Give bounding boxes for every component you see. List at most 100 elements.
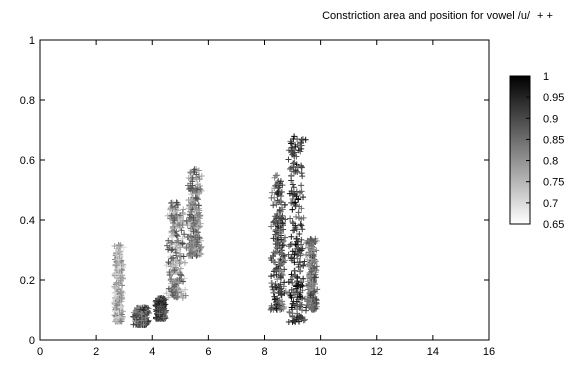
data-point <box>307 236 314 243</box>
plot-area: 0 2 4 6 8 10 12 14 16 0 0.2 0.4 0.6 0.8 1 <box>20 35 495 358</box>
data-point <box>175 279 182 286</box>
data-point <box>299 136 306 143</box>
data-point <box>175 293 182 300</box>
data-point <box>275 259 282 266</box>
data-point <box>277 273 284 280</box>
data-point <box>278 215 285 222</box>
data-point <box>298 182 305 189</box>
data-point <box>174 237 181 244</box>
data-point <box>278 285 285 292</box>
data-point <box>271 272 278 279</box>
data-point <box>309 282 316 289</box>
data-point <box>290 317 297 324</box>
data-point <box>279 206 286 213</box>
data-point <box>197 220 204 227</box>
x-tick-label: 8 <box>261 346 267 358</box>
data-point <box>165 294 172 301</box>
data-point <box>268 273 275 280</box>
data-point <box>158 302 165 309</box>
data-point <box>194 239 201 246</box>
data-point <box>195 167 202 174</box>
data-point <box>171 209 178 216</box>
data-point <box>313 297 320 304</box>
data-point <box>191 208 198 215</box>
data-point <box>309 266 316 273</box>
data-point <box>273 215 280 222</box>
data-point <box>168 212 175 219</box>
data-point <box>181 231 188 238</box>
data-point <box>112 292 119 299</box>
data-point <box>157 307 164 314</box>
data-point <box>196 215 203 222</box>
data-point <box>296 230 303 237</box>
data-point <box>295 196 302 203</box>
data-point <box>185 252 192 259</box>
data-point <box>187 222 194 229</box>
data-point <box>169 225 176 232</box>
data-point <box>310 287 317 294</box>
data-point <box>299 226 306 233</box>
data-point <box>288 172 295 179</box>
data-point <box>288 199 295 206</box>
data-point <box>118 288 125 295</box>
data-point <box>188 191 195 198</box>
data-point <box>293 242 300 249</box>
data-point <box>281 201 288 208</box>
data-point <box>180 278 187 285</box>
data-point <box>305 240 312 247</box>
data-point <box>286 308 293 315</box>
data-point <box>293 235 300 242</box>
data-point <box>171 267 178 274</box>
plot-frame <box>39 39 490 341</box>
data-point <box>308 268 315 275</box>
data-point <box>289 195 296 202</box>
data-point <box>167 243 174 250</box>
data-point <box>288 177 295 184</box>
data-point <box>178 258 185 265</box>
data-point <box>195 202 202 209</box>
data-point <box>110 299 117 306</box>
data-point <box>120 261 127 268</box>
data-point <box>277 286 284 293</box>
x-axis: 0 2 4 6 8 10 12 14 16 <box>37 40 495 358</box>
data-point <box>274 265 281 272</box>
data-point <box>304 256 311 263</box>
data-point <box>288 241 295 248</box>
data-point <box>309 306 316 313</box>
data-point <box>291 133 298 140</box>
data-point <box>176 222 183 229</box>
colorbar-gradient <box>509 75 531 225</box>
colorbar-ticks: 1 0.95 0.9 0.85 0.8 0.75 0.7 0.65 <box>526 71 564 231</box>
data-point <box>170 268 177 275</box>
y-tick-label: 0 <box>29 335 35 347</box>
data-point <box>280 259 287 266</box>
data-point <box>289 313 296 320</box>
data-point <box>191 235 198 242</box>
data-point <box>172 249 179 256</box>
data-point <box>186 241 193 248</box>
data-point <box>135 311 142 318</box>
data-point <box>312 269 319 276</box>
data-point <box>272 231 279 238</box>
data-point <box>187 185 194 192</box>
data-point <box>187 217 194 224</box>
data-point <box>311 247 318 254</box>
data-point <box>291 159 298 166</box>
data-point <box>187 169 194 176</box>
x-tick-label: 2 <box>93 346 99 358</box>
data-point <box>288 139 295 146</box>
data-point <box>177 244 184 251</box>
x-tick-label: 14 <box>427 346 439 358</box>
data-point <box>111 307 118 314</box>
data-point <box>174 293 181 300</box>
data-point <box>297 142 304 149</box>
data-point <box>113 279 120 286</box>
data-point <box>270 252 277 259</box>
legend-marker-sample: + + <box>537 10 553 22</box>
data-point <box>168 234 175 241</box>
data-point <box>293 153 300 160</box>
data-point <box>137 310 144 317</box>
colorbar-tick-label: 0.85 <box>543 134 564 146</box>
legend-label: Constriction area and position for vowel… <box>322 10 531 22</box>
